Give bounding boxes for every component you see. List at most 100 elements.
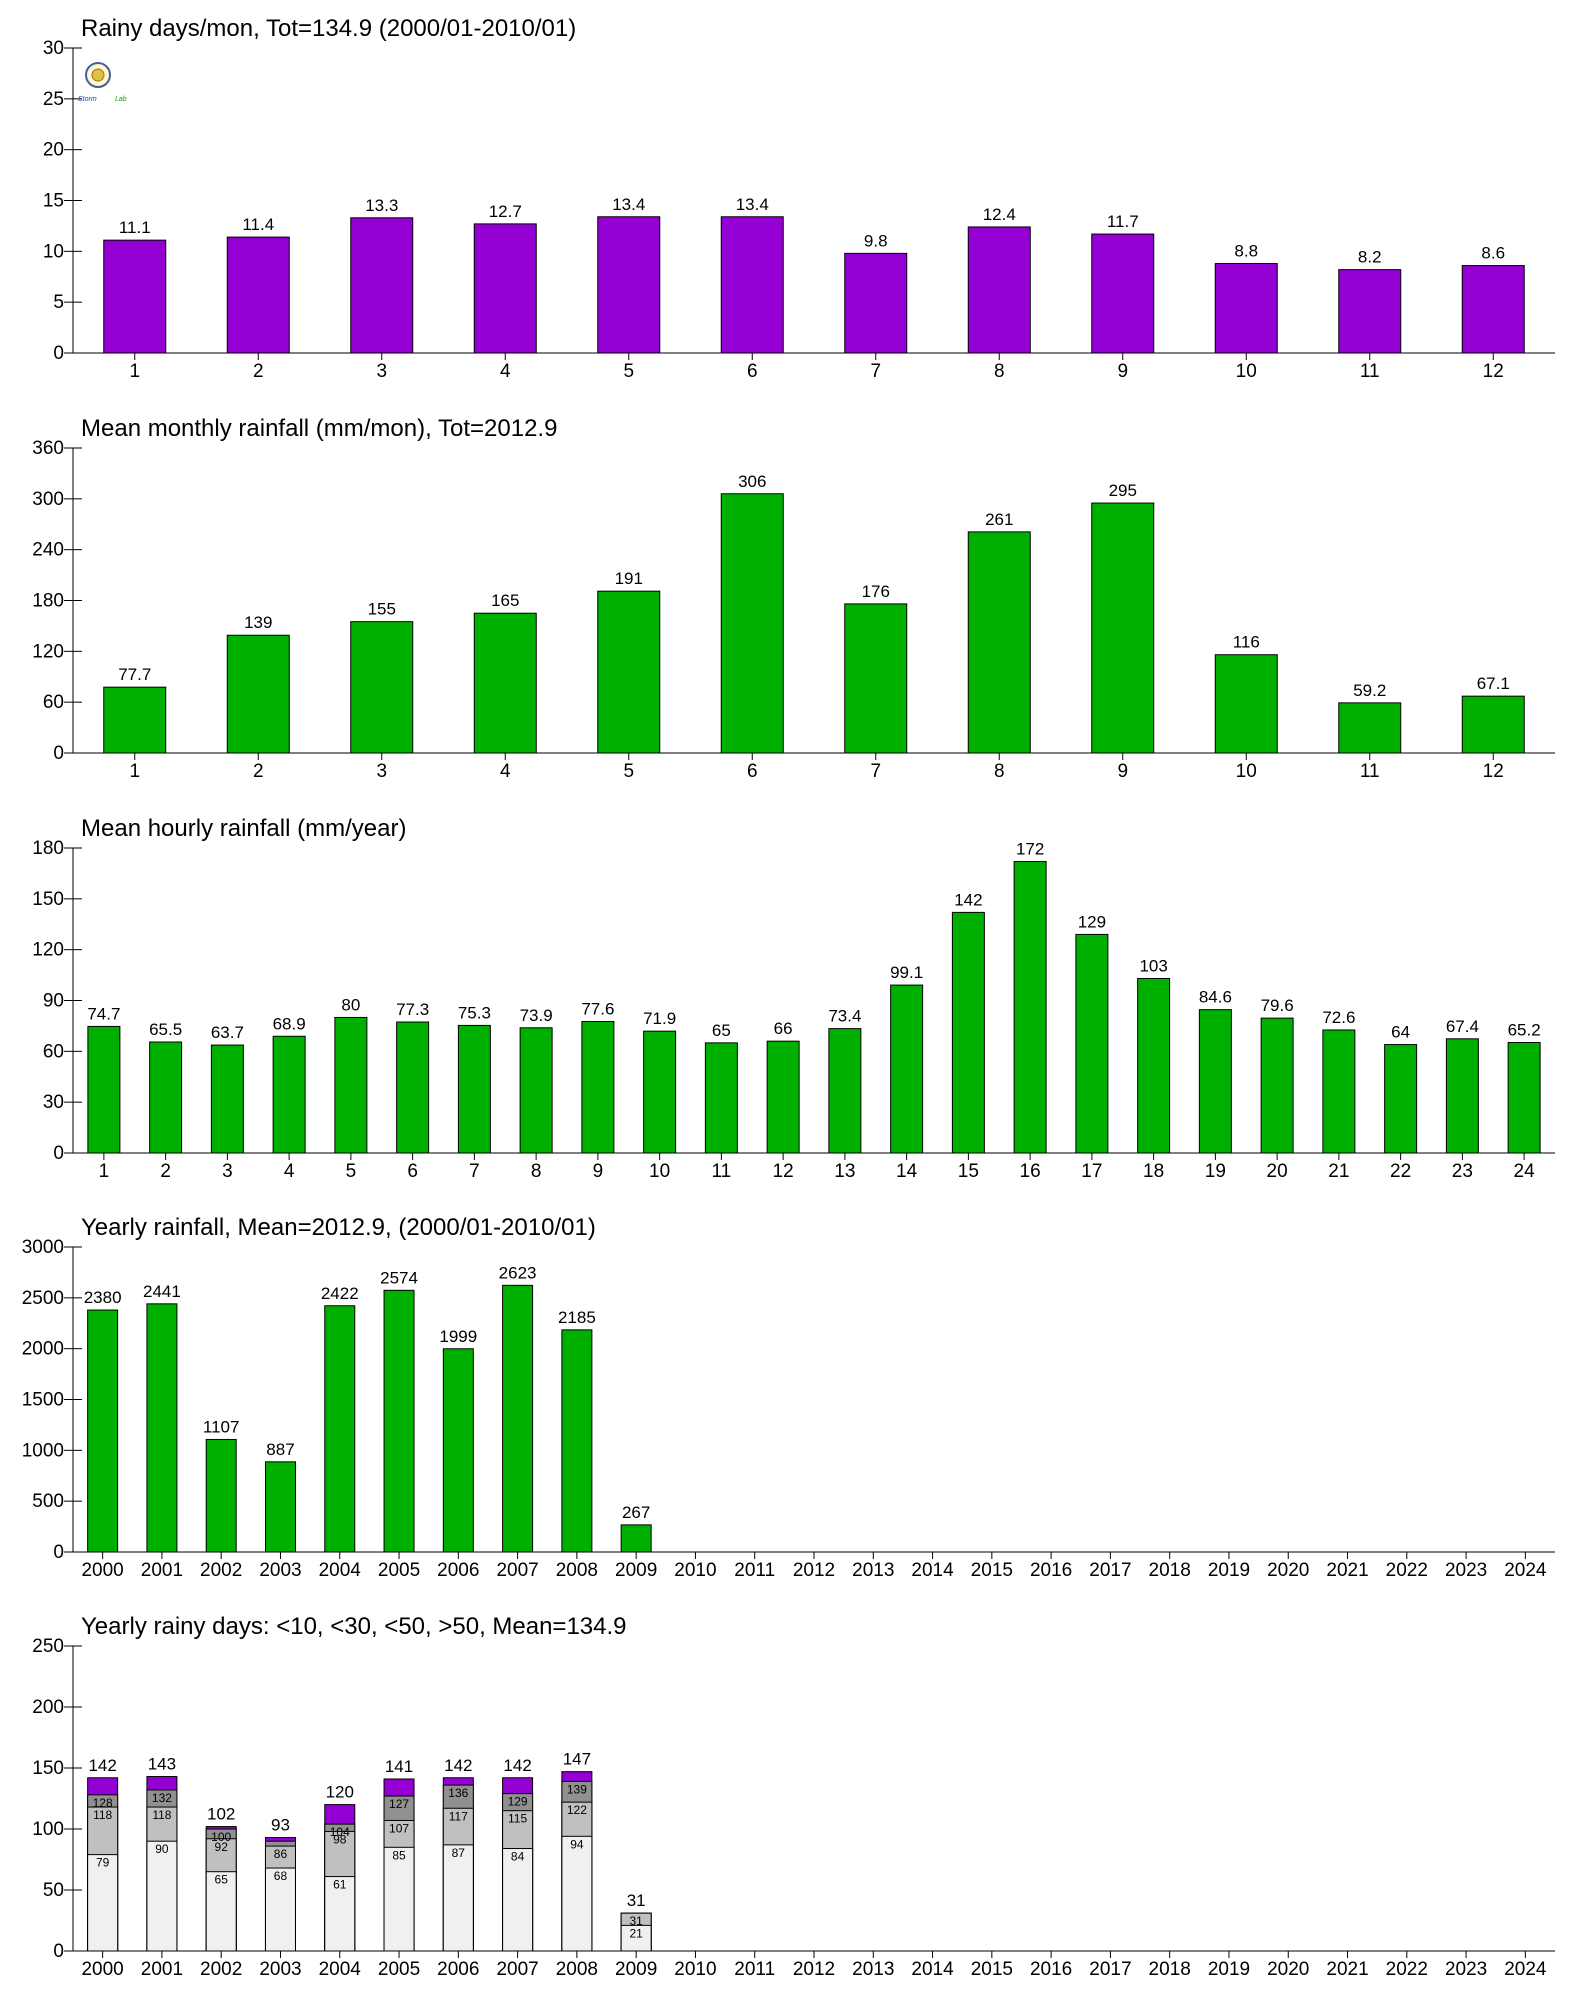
x-tick-label: 2014: [911, 1959, 954, 1980]
bar-value-label: 887: [266, 1440, 294, 1459]
bar-value-label: 13.4: [736, 195, 769, 214]
x-tick-label: 2011: [734, 1959, 775, 1980]
x-tick-label: 2000: [81, 1560, 123, 1581]
bar-value-label: 11.1: [119, 218, 151, 237]
x-tick-label: 2: [253, 761, 264, 782]
bar: [597, 590, 661, 754]
bar-value-label: 1999: [439, 1327, 477, 1346]
x-tick-label: 4: [500, 761, 511, 782]
bar: [210, 1044, 244, 1154]
y-tick-label: 0: [53, 343, 64, 364]
x-tick-label: 2007: [496, 1560, 538, 1581]
chart-hourly-rainfall: Mean hourly rainfall (mm/year)0306090120…: [32, 815, 1555, 1182]
x-tick-label: 9: [1117, 761, 1128, 782]
bar-total-label: 141: [385, 1757, 413, 1776]
y-tick-label: 150: [32, 889, 64, 910]
stacked-layer-label: 139: [567, 1782, 587, 1796]
bar-value-label: 75.3: [458, 1003, 491, 1022]
x-tick-label: 2021: [1326, 1560, 1368, 1581]
x-tick-label: 6: [747, 361, 758, 382]
bar: [205, 1438, 237, 1553]
bar: [828, 1028, 862, 1154]
x-tick-label: 2023: [1445, 1959, 1487, 1980]
bar: [1338, 702, 1402, 754]
x-tick-label: 12: [773, 1161, 794, 1182]
logo-text-lab: Lab: [115, 96, 127, 103]
y-tick-label: 300: [32, 489, 64, 510]
x-tick-label: 2008: [556, 1560, 598, 1581]
y-tick-label: 30: [43, 1092, 64, 1113]
bar-value-label: 77.3: [396, 1000, 429, 1019]
x-tick-label: 4: [500, 361, 511, 382]
bar-value-label: 12.4: [983, 205, 1016, 224]
bar: [844, 252, 908, 354]
bar: [620, 1524, 652, 1553]
bar-value-label: 80: [341, 995, 360, 1014]
y-tick-label: 10: [43, 241, 64, 262]
bar: [1137, 977, 1171, 1154]
bar-total-label: 142: [444, 1756, 472, 1775]
bar-value-label: 176: [862, 582, 890, 601]
bar: [967, 226, 1031, 354]
x-tick-label: 17: [1081, 1161, 1102, 1182]
x-tick-label: 12: [1483, 361, 1504, 382]
bar-value-label: 2380: [84, 1288, 122, 1307]
x-tick-label: 23: [1452, 1161, 1473, 1182]
bar-value-label: 2422: [321, 1284, 359, 1303]
stacked-layer-label: 65: [215, 1873, 229, 1887]
x-tick-label: 2006: [437, 1959, 479, 1980]
stacked-layer-label: 129: [508, 1795, 528, 1809]
bar-value-label: 103: [1139, 956, 1167, 975]
y-tick-label: 0: [53, 1143, 64, 1164]
y-tick-label: 60: [43, 692, 64, 713]
stacked-layer-label: 100: [211, 1830, 231, 1844]
x-tick-label: 2017: [1089, 1959, 1131, 1980]
bar-value-label: 12.7: [489, 202, 522, 221]
y-tick-label: 25: [43, 89, 64, 110]
stacked-layer-label: 31: [629, 1914, 643, 1928]
bar-value-label: 77.6: [581, 1000, 614, 1019]
bar: [502, 1284, 534, 1553]
stacked-layer-label: 21: [629, 1926, 643, 1940]
bar-value-label: 2441: [143, 1282, 181, 1301]
bar: [146, 1303, 178, 1553]
x-tick-label: 2019: [1208, 1560, 1250, 1581]
stacked-layer-label: 94: [570, 1837, 584, 1851]
x-tick-label: 4: [284, 1161, 295, 1182]
y-tick-label: 15: [43, 191, 64, 212]
stacked-layer-label: 115: [508, 1812, 527, 1826]
x-tick-label: 2022: [1386, 1560, 1428, 1581]
stacked-bar-segment: [383, 1846, 415, 1952]
y-tick-label: 120: [32, 641, 64, 662]
x-tick-label: 16: [1020, 1161, 1041, 1182]
stacked-bar-segment: [264, 1867, 296, 1952]
chart-title: Mean hourly rainfall (mm/year): [81, 815, 406, 842]
bar: [473, 223, 537, 354]
x-tick-label: 2020: [1267, 1560, 1309, 1581]
x-tick-label: 9: [593, 1161, 604, 1182]
stacked-layer-label: 107: [389, 1821, 409, 1835]
bar: [324, 1305, 356, 1553]
x-tick-label: 2016: [1030, 1560, 1072, 1581]
bar: [890, 984, 924, 1154]
bar-value-label: 73.9: [520, 1006, 553, 1025]
x-tick-label: 2024: [1504, 1560, 1547, 1581]
bar: [442, 1348, 474, 1553]
y-tick-label: 0: [53, 1542, 64, 1563]
x-tick-label: 2: [160, 1161, 171, 1182]
bar-value-label: 116: [1233, 633, 1260, 652]
bar-value-label: 8.2: [1358, 248, 1382, 267]
bar-value-label: 2574: [380, 1268, 418, 1287]
bar-total-label: 142: [88, 1756, 116, 1775]
stacked-layer-label: 122: [567, 1803, 587, 1817]
bar-value-label: 129: [1078, 912, 1106, 931]
bar: [1461, 695, 1525, 754]
x-tick-label: 5: [623, 761, 634, 782]
chart-title: Yearly rainy days: <10, <30, <50, >50, M…: [81, 1613, 627, 1640]
x-tick-label: 10: [1236, 761, 1257, 782]
bar: [350, 621, 414, 754]
bar: [87, 1025, 121, 1154]
x-tick-label: 2017: [1089, 1560, 1131, 1581]
bar: [457, 1024, 491, 1154]
